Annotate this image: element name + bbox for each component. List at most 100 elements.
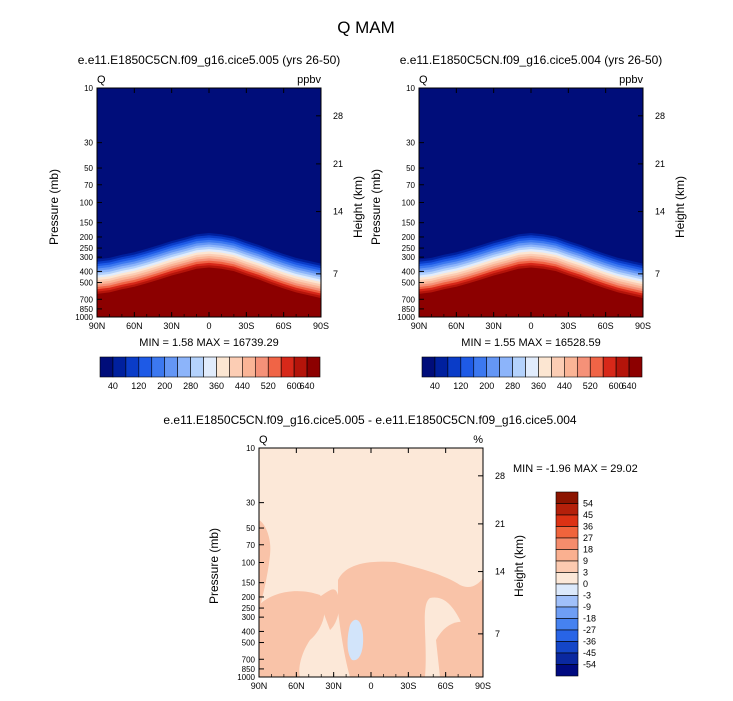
colorbar-swatch [473,356,488,378]
colorbar-swatch [151,356,166,378]
colorbar-swatch [555,606,579,619]
y-tick-label: 200 [80,233,94,242]
positive-anomaly-region [259,591,325,677]
colorbar-swatch [615,356,630,378]
colorbar-swatch [293,356,308,378]
colorbar-label: -36 [583,637,596,647]
colorbar-label: 520 [261,381,276,391]
y-tick-label: 1000 [397,313,415,322]
y-tick-label: 50 [246,524,255,533]
colorbar-swatch [254,356,269,378]
panel-right-y2label: Height (km) [673,176,687,238]
panel-left-ylabel: Pressure (mb) [47,169,61,245]
colorbar-swatch [555,560,579,573]
y2-tick-label: 21 [495,519,505,529]
y-tick-label: 150 [402,219,416,228]
panel-left-y2label: Height (km) [351,176,365,238]
colorbar-label: -54 [583,660,596,670]
y-tick-label: 500 [242,639,256,648]
y2-tick-label: 28 [495,471,505,481]
panel-right-axes: 90N 60N 30N 0 30S 60S 90S 10 30 50 70 100 150 200 2503… [397,84,665,331]
x-tick-label: 0 [368,681,373,691]
colorbar-swatch [602,356,617,378]
y-tick-label: 300 [80,253,94,262]
colorbar-swatch [555,629,579,642]
y-tick-label: 850 [242,665,256,674]
colorbar-swatch [306,356,321,378]
colorbar-label: 40 [108,381,118,391]
colorbar-swatch [555,537,579,550]
colorbar-swatch [164,356,178,378]
colorbar-swatch [190,356,204,378]
colorbar-swatch [486,356,500,378]
colorbar-label: 18 [583,545,593,555]
contour-band-max [419,273,643,317]
x-tick-label: 0 [206,321,211,331]
x-tick-label: 90S [313,321,329,331]
x-tick-label: 60S [276,321,292,331]
y2-tick-label: 7 [655,269,660,279]
colorbar-swatch [555,503,579,516]
positive-anomaly-region [259,520,271,610]
colorbar-label: 0 [583,579,588,589]
y2-tick-label: 21 [655,159,665,169]
colorbar-label: 360 [531,381,546,391]
y-tick-label: 30 [246,499,255,508]
y-tick-label: 100 [242,559,256,568]
y-tick-label: 10 [84,84,93,93]
colorbar-label: 200 [479,381,494,391]
panel-right-variable: Q [419,74,428,86]
panel-left-variable: Q [97,74,106,86]
panel-right-plot-area [419,88,643,317]
colorbar-label: -45 [583,648,596,658]
x-tick-label: 30S [238,321,254,331]
y-tick-label: 70 [84,181,93,190]
colorbar-label: 200 [157,381,172,391]
y-tick-label: 70 [406,181,415,190]
colorbar-swatch [112,356,127,378]
colorbar-swatch [555,526,579,539]
colorbar-label: 40 [430,381,440,391]
colorbar-swatch [555,652,579,665]
y-tick-label: 250 [242,604,256,613]
panel-left-stats: MIN = 1.58 MAX = 16739.29 [139,337,278,349]
colorbar-swatch [555,641,579,654]
colorbar-label: 54 [583,499,593,509]
y-tick-label: 100 [402,199,416,208]
x-tick-label: 30N [163,321,180,331]
y-tick-label: 70 [246,541,255,550]
x-tick-label: 60S [598,321,614,331]
colorbar-swatch [177,356,191,378]
colorbar-swatch [589,356,604,378]
colorbar-swatch [267,356,282,378]
y-tick-label: 200 [402,233,416,242]
contour-band-max [97,273,321,317]
y-tick-label: 400 [402,267,416,276]
colorbar-label: 36 [583,522,593,532]
panel-difference-plot-area [259,448,483,677]
colorbar-label: 280 [505,381,520,391]
colorbar-label: 45 [583,510,593,520]
y-tick-label: 850 [80,305,94,314]
y2-tick-label: 14 [333,207,343,217]
colorbar-label: -3 [583,591,591,601]
y2-tick-label: 28 [333,111,343,121]
colorbar-swatch [229,356,243,378]
panel-difference-stats: MIN = -1.96 MAX = 29.02 [513,463,638,475]
y-tick-label: 50 [406,164,415,173]
x-tick-label: 60N [126,321,143,331]
colorbar-swatch [216,356,230,378]
colorbar-swatch [512,356,526,378]
panel-difference-variable: Q [259,434,268,446]
panel-left-axes: 90N 60N 30N 0 30S 60S 90S 10 30 50 70 100 150 200 2503… [75,84,343,331]
colorbar-swatch [555,664,579,677]
colorbar-swatch [555,572,579,585]
y-tick-label: 30 [84,139,93,148]
y-tick-label: 150 [242,579,256,588]
colorbar-label: 600 [609,381,624,391]
y-tick-label: 400 [242,627,256,636]
colorbar-swatch [138,356,153,378]
colorbar-label: -9 [583,602,591,612]
panel-difference-units: % [473,434,483,446]
y-tick-label: 850 [402,305,416,314]
